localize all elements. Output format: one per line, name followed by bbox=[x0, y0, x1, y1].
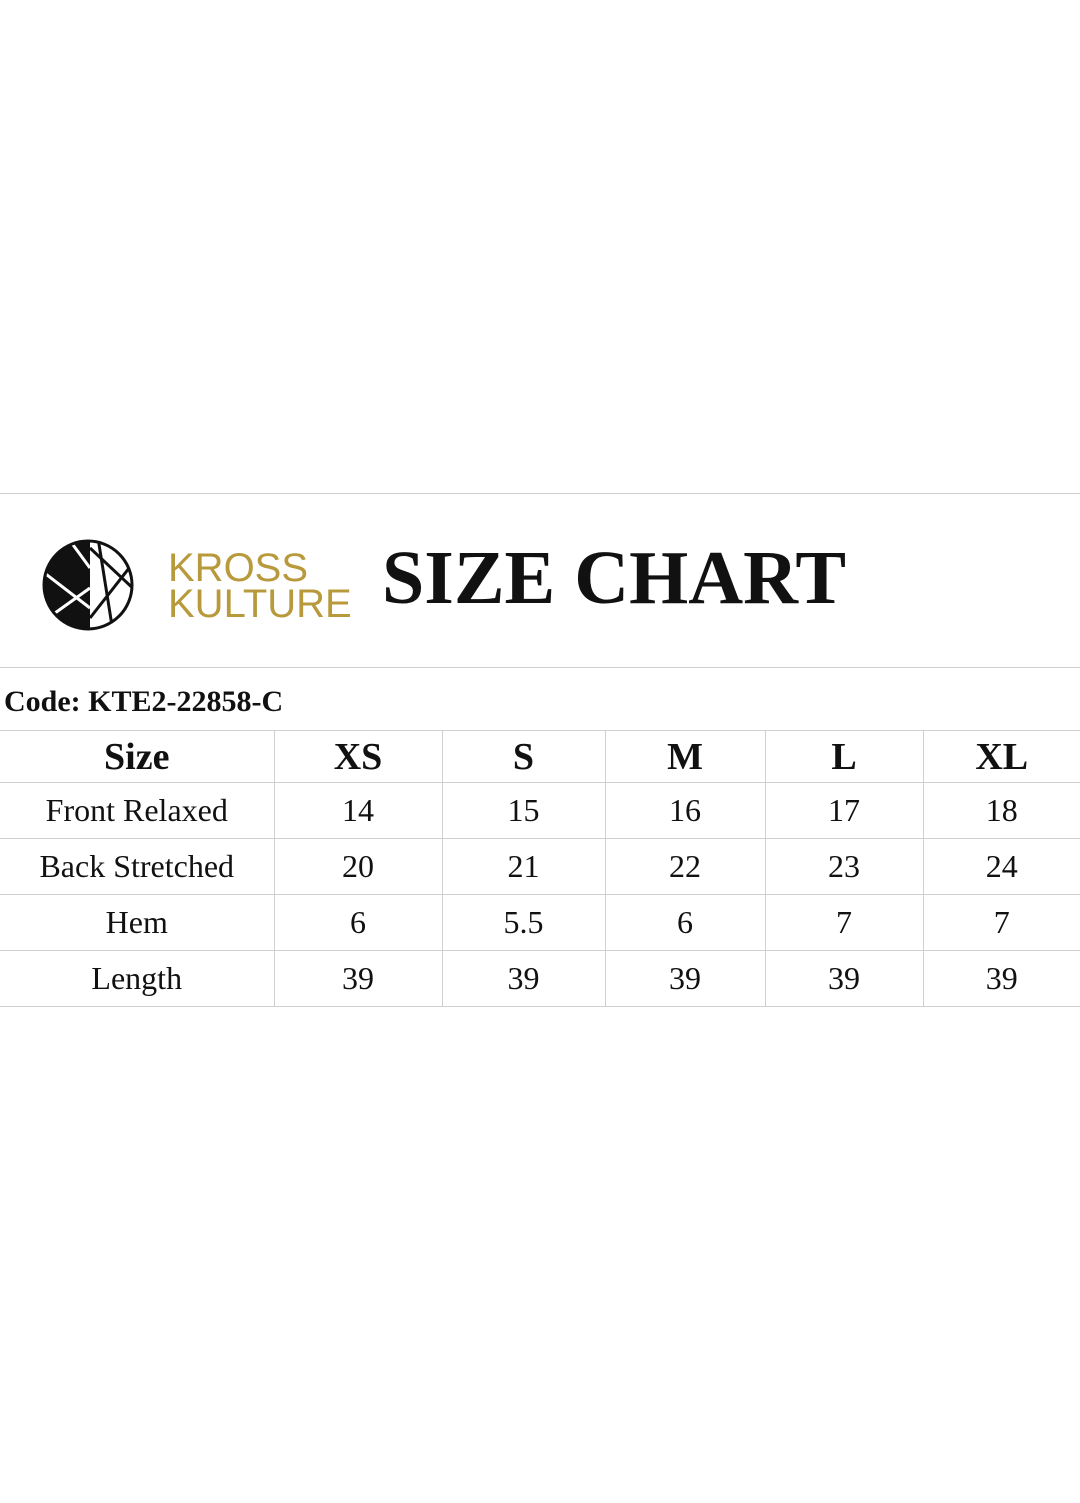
row-label: Back Stretched bbox=[0, 838, 275, 895]
header-cell: Size bbox=[0, 730, 275, 783]
row-label: Hem bbox=[0, 894, 275, 951]
cell: 7 bbox=[922, 894, 1080, 951]
table-row: Hem 6 5.5 6 7 7 bbox=[0, 894, 1080, 951]
table-row: Length 39 39 39 39 39 bbox=[0, 950, 1080, 1007]
product-code: Code: KTE2-22858-C bbox=[4, 685, 284, 718]
table-header-row: Size XS S M L XL bbox=[0, 730, 1080, 783]
cell: 20 bbox=[273, 838, 443, 895]
divider-top bbox=[0, 493, 1080, 494]
brand-name-line1: KROSS bbox=[168, 546, 309, 590]
table-row: Back Stretched 20 21 22 23 24 bbox=[0, 838, 1080, 895]
cell: 17 bbox=[764, 782, 924, 839]
cell: 18 bbox=[922, 782, 1080, 839]
size-table: Size XS S M L XL Front Relaxed 14 15 16 … bbox=[0, 730, 1080, 1007]
header-cell: S bbox=[441, 730, 606, 783]
header-cell: XL bbox=[922, 730, 1080, 783]
header-cell: M bbox=[604, 730, 766, 783]
brand-name-line2: KULTURE bbox=[168, 582, 352, 626]
cell: 6 bbox=[604, 894, 766, 951]
cell: 24 bbox=[922, 838, 1080, 895]
header-cell: L bbox=[764, 730, 924, 783]
cell: 7 bbox=[764, 894, 924, 951]
cell: 5.5 bbox=[441, 894, 606, 951]
row-label: Length bbox=[0, 950, 275, 1007]
row-label: Front Relaxed bbox=[0, 782, 275, 839]
header-cell: XS bbox=[273, 730, 443, 783]
cell: 16 bbox=[604, 782, 766, 839]
cell: 39 bbox=[441, 950, 606, 1007]
cell: 39 bbox=[604, 950, 766, 1007]
divider-code bbox=[0, 667, 1080, 668]
cell: 21 bbox=[441, 838, 606, 895]
cell: 39 bbox=[922, 950, 1080, 1007]
cell: 39 bbox=[764, 950, 924, 1007]
cell: 39 bbox=[273, 950, 443, 1007]
cell: 23 bbox=[764, 838, 924, 895]
cell: 22 bbox=[604, 838, 766, 895]
kross-kulture-logo-icon bbox=[42, 539, 134, 631]
cell: 6 bbox=[273, 894, 443, 951]
cell: 14 bbox=[273, 782, 443, 839]
table-row: Front Relaxed 14 15 16 17 18 bbox=[0, 782, 1080, 839]
page-title: SIZE CHART bbox=[382, 536, 847, 620]
cell: 15 bbox=[441, 782, 606, 839]
